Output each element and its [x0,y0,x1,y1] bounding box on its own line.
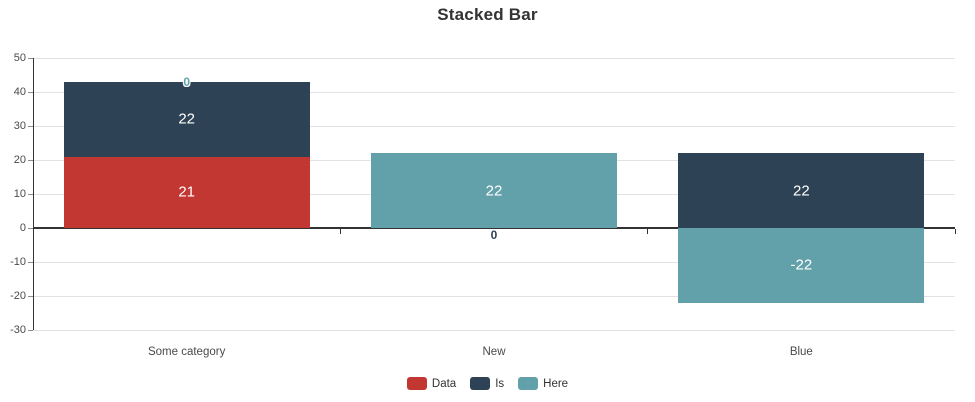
y-tick-label: 30 [13,120,26,132]
gridline [33,57,955,59]
bar-value-label: 22 [485,182,503,200]
bar-value-label: 22 [178,110,195,128]
x-axis-tick [339,229,341,234]
x-axis-tick [647,229,649,234]
bar-segment-here-1[interactable] [371,153,617,228]
legend-swatch [406,377,427,390]
gridline [33,261,955,263]
legend-item-here[interactable]: Here [518,377,568,390]
y-axis-tick [28,125,33,127]
x-axis-label-2: Blue [789,346,813,358]
y-tick-label: 20 [13,154,26,166]
y-axis-tick [28,193,33,195]
zero-axis-line [33,227,955,229]
y-tick-label: -20 [10,290,26,302]
chart-title: Stacked Bar [437,5,538,24]
x-axis-tick [954,229,956,234]
zero-value-label: 0 [183,74,190,89]
x-axis-label-0: Some category [147,346,226,358]
y-tick-label: 40 [13,86,26,98]
y-tick-label: 50 [13,52,26,64]
gridline [33,91,955,93]
legend: Data Is Here [0,377,975,390]
y-axis-tick [28,159,33,161]
x-axis-tick [32,229,34,234]
x-axis-label-1: New [482,346,506,358]
bar-value-label: 22 [792,182,810,200]
y-tick-label: -30 [10,324,26,336]
y-axis-tick [28,91,33,93]
gridline [33,295,955,297]
gridline [33,125,955,127]
legend-swatch [518,377,539,390]
bar-segment-here-2[interactable] [678,228,925,303]
zero-value-label: 0 [490,228,498,242]
y-axis-tick [28,295,33,297]
legend-label: Is [495,377,505,390]
y-tick-label: -10 [10,256,26,268]
y-axis-tick [28,57,33,59]
y-axis-line [33,58,34,330]
legend-swatch [470,377,491,390]
y-axis-tick [28,261,33,263]
legend-item-data[interactable]: Data [406,377,457,390]
bar-value-label: -22 [790,256,813,274]
y-axis-tick [28,329,33,331]
y-axis-tick [28,227,33,229]
legend-item-is[interactable]: Is [470,377,504,390]
legend-label: Data [431,377,457,390]
gridline [33,329,955,331]
bar-value-label: 21 [178,183,195,201]
bar-segment-is-2[interactable] [678,153,925,228]
bar-segment-data-0[interactable] [63,156,310,228]
y-tick-label: 0 [19,222,26,234]
bar-segment-is-0[interactable] [63,81,310,157]
y-tick-label: 10 [13,188,26,200]
legend-label: Here [543,377,569,390]
